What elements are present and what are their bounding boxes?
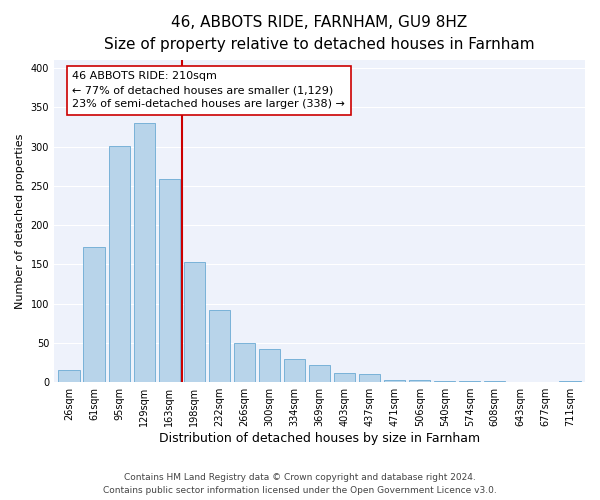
Bar: [559, 380, 581, 382]
Bar: [83, 247, 105, 382]
Title: 46, ABBOTS RIDE, FARNHAM, GU9 8HZ
Size of property relative to detached houses i: 46, ABBOTS RIDE, FARNHAM, GU9 8HZ Size o…: [104, 15, 535, 52]
Text: Contains HM Land Registry data © Crown copyright and database right 2024.
Contai: Contains HM Land Registry data © Crown c…: [103, 474, 497, 495]
Bar: [359, 374, 380, 382]
Bar: [184, 262, 205, 382]
Y-axis label: Number of detached properties: Number of detached properties: [15, 134, 25, 309]
Bar: [58, 370, 80, 382]
Bar: [409, 380, 430, 382]
Bar: [234, 343, 255, 382]
Bar: [284, 360, 305, 382]
Bar: [209, 310, 230, 382]
Bar: [434, 380, 455, 382]
Bar: [259, 349, 280, 382]
Bar: [109, 146, 130, 382]
Bar: [384, 380, 406, 382]
Text: 46 ABBOTS RIDE: 210sqm
← 77% of detached houses are smaller (1,129)
23% of semi-: 46 ABBOTS RIDE: 210sqm ← 77% of detached…: [73, 72, 345, 110]
Bar: [134, 123, 155, 382]
X-axis label: Distribution of detached houses by size in Farnham: Distribution of detached houses by size …: [159, 432, 480, 445]
Bar: [158, 179, 180, 382]
Bar: [309, 365, 330, 382]
Bar: [334, 373, 355, 382]
